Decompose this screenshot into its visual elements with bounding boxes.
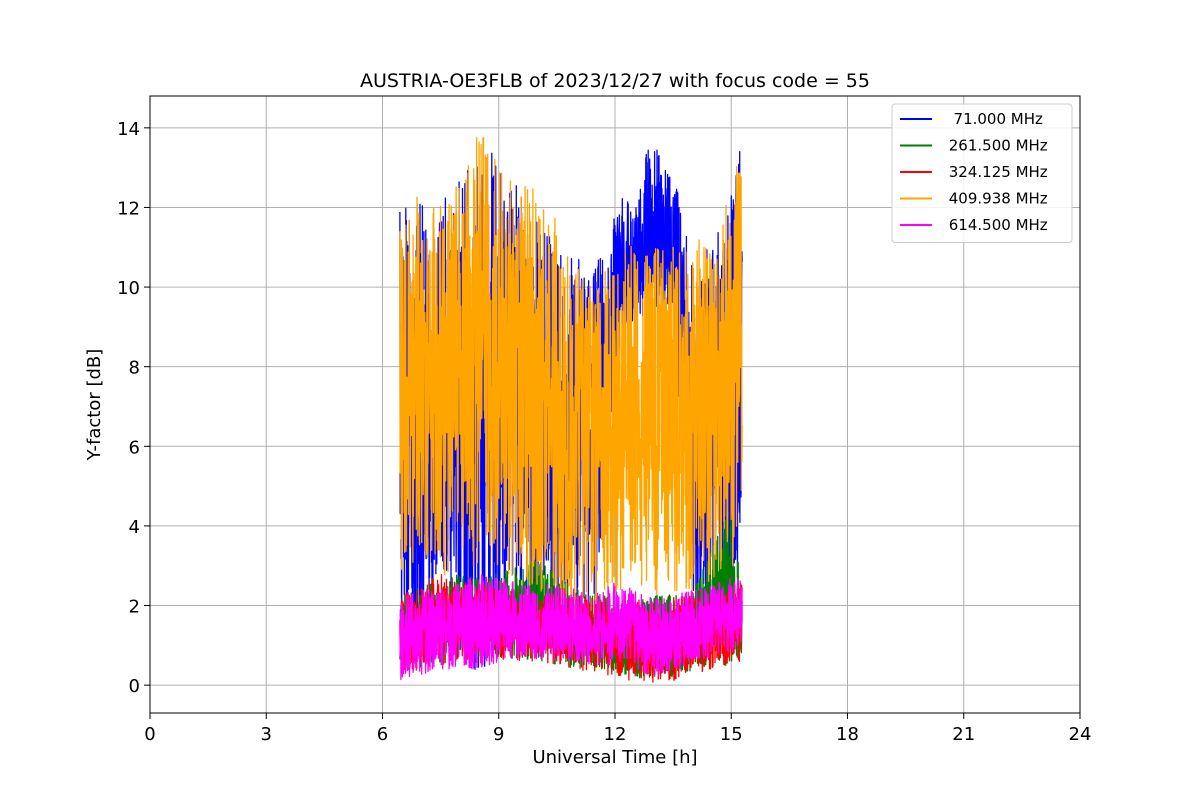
x-tick-label: 24 bbox=[1069, 724, 1092, 745]
x-tick-label: 6 bbox=[377, 724, 388, 745]
legend-label: 614.500 MHz bbox=[944, 216, 1048, 234]
x-tick-label: 15 bbox=[720, 724, 743, 745]
legend-box bbox=[891, 103, 1073, 243]
x-axis-label: Universal Time [h] bbox=[532, 747, 697, 768]
x-tick-label: 3 bbox=[261, 724, 272, 745]
y-tick-label: 6 bbox=[129, 437, 140, 458]
series-layer bbox=[399, 136, 743, 683]
legend-label: 261.500 MHz bbox=[944, 137, 1048, 155]
x-tick-label: 18 bbox=[836, 724, 859, 745]
y-tick-label: 0 bbox=[129, 676, 140, 697]
y-tick-label: 10 bbox=[117, 278, 140, 299]
legend-label: 71.000 MHz bbox=[944, 110, 1043, 128]
x-tick-label: 21 bbox=[952, 724, 975, 745]
y-tick-label: 8 bbox=[129, 358, 140, 379]
x-tick-label: 9 bbox=[493, 724, 504, 745]
y-tick-label: 2 bbox=[129, 597, 140, 618]
chart-title: AUSTRIA-OE3FLB of 2023/12/27 with focus … bbox=[360, 70, 870, 92]
y-axis-label: Y-factor [dB] bbox=[84, 349, 105, 462]
y-tick-label: 4 bbox=[129, 517, 140, 538]
x-tick-label: 12 bbox=[604, 724, 627, 745]
legend: 71.000 MHz 261.500 MHz 324.125 MHz 409.9… bbox=[891, 103, 1073, 243]
series-line-3 bbox=[399, 136, 743, 621]
series-line-4 bbox=[399, 574, 743, 681]
y-tick-label: 12 bbox=[117, 198, 140, 219]
legend-label: 324.125 MHz bbox=[944, 163, 1048, 181]
y-tick-label: 14 bbox=[117, 119, 140, 140]
legend-label: 409.938 MHz bbox=[944, 190, 1048, 208]
x-tick-label: 0 bbox=[144, 724, 155, 745]
